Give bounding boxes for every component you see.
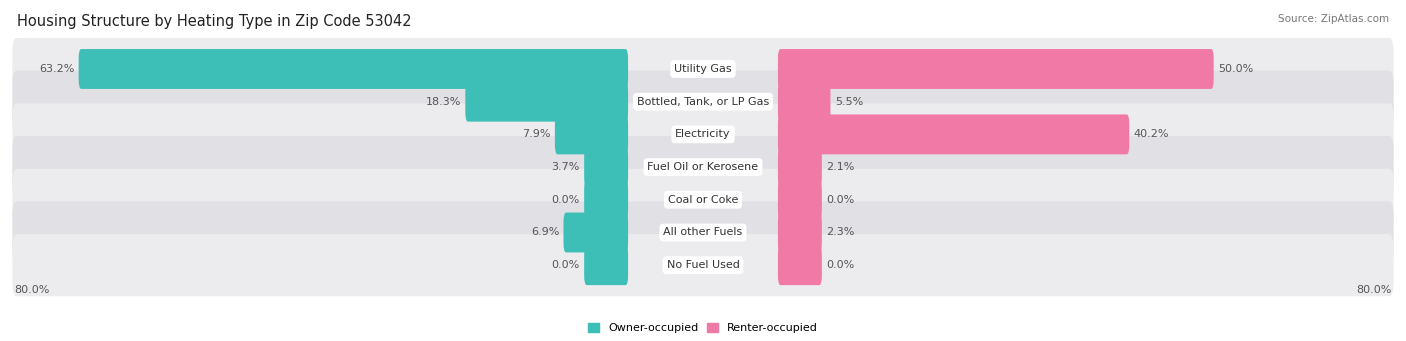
Text: 50.0%: 50.0% [1218, 64, 1253, 74]
Text: 40.2%: 40.2% [1133, 129, 1168, 139]
FancyBboxPatch shape [13, 136, 1393, 198]
FancyBboxPatch shape [13, 234, 1393, 296]
Text: 2.1%: 2.1% [827, 162, 855, 172]
FancyBboxPatch shape [13, 103, 1393, 165]
Text: 2.3%: 2.3% [827, 227, 855, 237]
Text: 0.0%: 0.0% [551, 260, 579, 270]
FancyBboxPatch shape [13, 169, 1393, 231]
Text: 6.9%: 6.9% [531, 227, 560, 237]
Text: 63.2%: 63.2% [39, 64, 75, 74]
FancyBboxPatch shape [13, 38, 1393, 100]
FancyBboxPatch shape [79, 49, 628, 89]
FancyBboxPatch shape [778, 82, 831, 122]
Text: Electricity: Electricity [675, 129, 731, 139]
Text: No Fuel Used: No Fuel Used [666, 260, 740, 270]
Text: 0.0%: 0.0% [827, 260, 855, 270]
FancyBboxPatch shape [778, 180, 823, 220]
Text: 7.9%: 7.9% [522, 129, 551, 139]
Legend: Owner-occupied, Renter-occupied: Owner-occupied, Renter-occupied [588, 323, 818, 333]
FancyBboxPatch shape [13, 71, 1393, 133]
Text: Housing Structure by Heating Type in Zip Code 53042: Housing Structure by Heating Type in Zip… [17, 14, 412, 29]
Text: Fuel Oil or Kerosene: Fuel Oil or Kerosene [647, 162, 759, 172]
FancyBboxPatch shape [583, 245, 628, 285]
Text: Source: ZipAtlas.com: Source: ZipAtlas.com [1278, 14, 1389, 24]
Text: All other Fuels: All other Fuels [664, 227, 742, 237]
FancyBboxPatch shape [778, 115, 1129, 154]
FancyBboxPatch shape [778, 212, 823, 252]
Text: 5.5%: 5.5% [835, 97, 863, 107]
FancyBboxPatch shape [465, 82, 628, 122]
FancyBboxPatch shape [778, 49, 1213, 89]
Text: Coal or Coke: Coal or Coke [668, 195, 738, 205]
FancyBboxPatch shape [555, 115, 628, 154]
Text: 80.0%: 80.0% [14, 285, 49, 295]
FancyBboxPatch shape [564, 212, 628, 252]
Text: Bottled, Tank, or LP Gas: Bottled, Tank, or LP Gas [637, 97, 769, 107]
FancyBboxPatch shape [583, 180, 628, 220]
FancyBboxPatch shape [13, 202, 1393, 264]
Text: Utility Gas: Utility Gas [675, 64, 731, 74]
Text: 18.3%: 18.3% [426, 97, 461, 107]
Text: 3.7%: 3.7% [551, 162, 579, 172]
FancyBboxPatch shape [583, 147, 628, 187]
Text: 0.0%: 0.0% [827, 195, 855, 205]
FancyBboxPatch shape [778, 245, 823, 285]
Text: 0.0%: 0.0% [551, 195, 579, 205]
FancyBboxPatch shape [778, 147, 823, 187]
Text: 80.0%: 80.0% [1357, 285, 1392, 295]
